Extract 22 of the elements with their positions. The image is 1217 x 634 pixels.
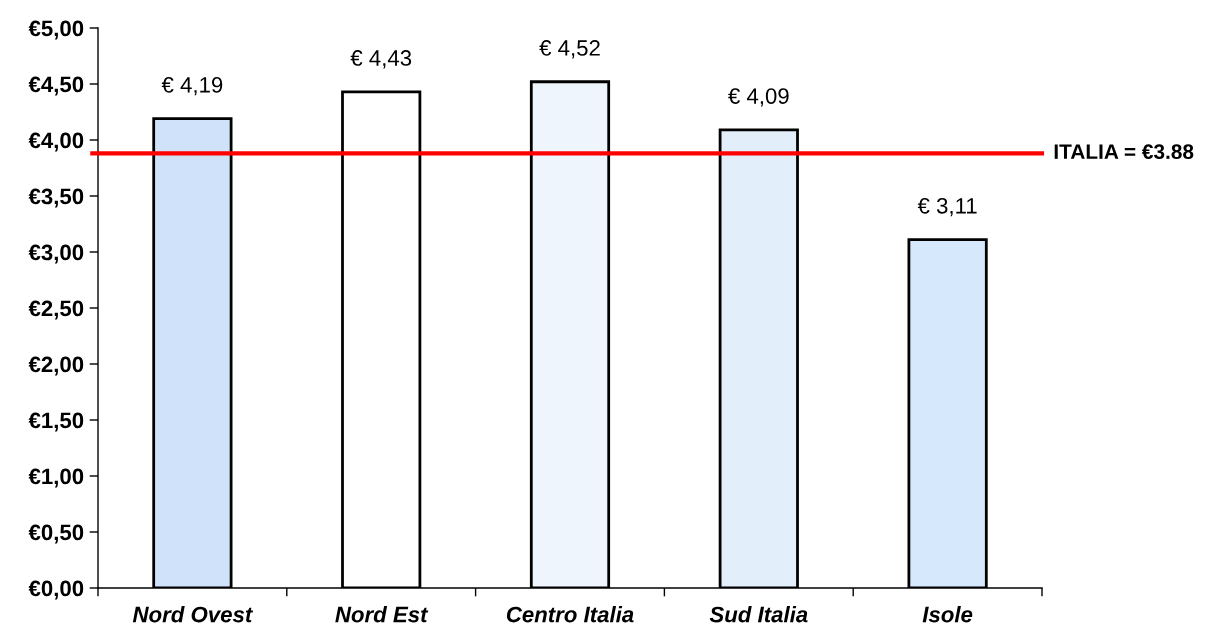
y-tick-label: €2,50 <box>28 300 84 320</box>
ref-line-label: ITALIA = €3.88 <box>1054 144 1194 160</box>
y-tick-label: €2,00 <box>28 356 84 376</box>
y-tick-label: €5,00 <box>28 20 84 40</box>
y-tick-label: €0,50 <box>28 524 84 544</box>
x-tick-label: Isole <box>922 606 973 623</box>
data-label: € 4,52 <box>539 40 600 59</box>
x-tick-label: Nord Est <box>335 606 429 623</box>
x-tick-label: Sud Italia <box>709 606 808 623</box>
data-label: € 4,19 <box>161 77 223 96</box>
y-tick-label: €1,50 <box>28 412 84 432</box>
x-tick-label: Centro Italia <box>506 606 634 623</box>
y-tick-label: €3,50 <box>28 188 84 208</box>
x-tick-label: Nord Ovest <box>132 606 254 623</box>
y-tick-label: €1,00 <box>28 468 84 488</box>
y-tick-label: €4,50 <box>28 76 84 96</box>
y-tick-label: €3,00 <box>28 244 84 264</box>
data-label: € 3,11 <box>917 197 977 217</box>
data-label: € 4,09 <box>728 88 789 107</box>
data-label: € 4,43 <box>350 50 412 69</box>
y-tick-label: €4,00 <box>28 132 84 152</box>
y-tick-label: €0,00 <box>28 580 84 600</box>
